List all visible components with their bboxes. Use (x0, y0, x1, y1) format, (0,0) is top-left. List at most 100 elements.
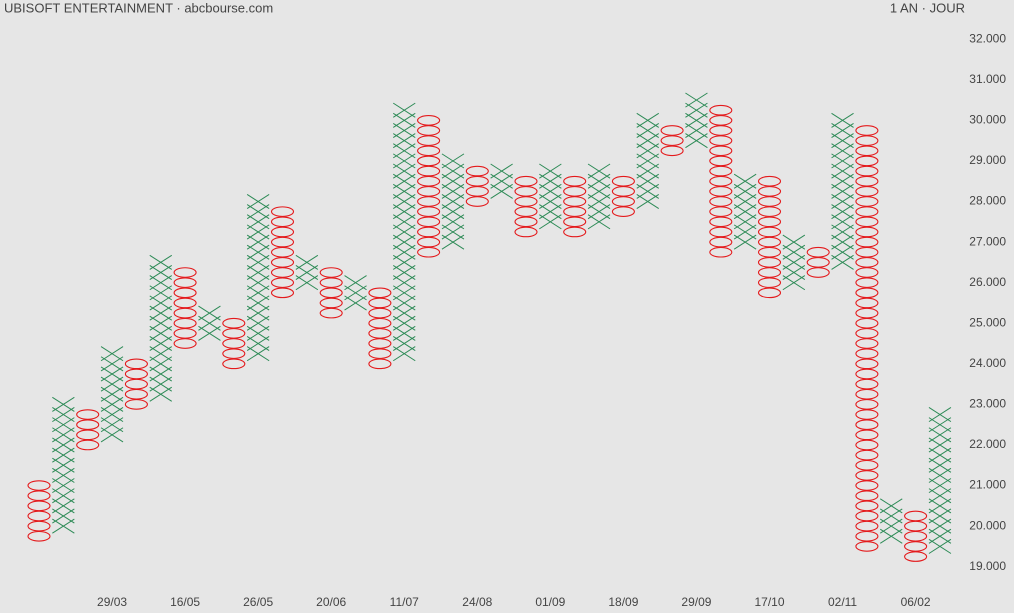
x-column (928, 407, 952, 554)
x-box (782, 244, 806, 260)
x-box (392, 244, 416, 260)
x-box (246, 224, 270, 240)
x-column (685, 92, 708, 149)
o-box (709, 125, 733, 136)
o-box (855, 470, 879, 481)
x-box (295, 275, 319, 291)
y-tick-label: 28.000 (969, 194, 1006, 208)
o-column (514, 175, 538, 238)
x-box (928, 498, 952, 514)
x-box (831, 143, 854, 159)
x-box (149, 295, 173, 311)
x-box (295, 265, 319, 281)
x-box (782, 234, 806, 250)
x-box (392, 254, 416, 270)
x-box (149, 315, 173, 331)
o-box (173, 328, 197, 339)
o-box (757, 257, 782, 268)
o-box (855, 145, 879, 157)
o-box (465, 196, 489, 207)
x-box (392, 285, 416, 301)
x-box (441, 173, 465, 189)
o-box (514, 175, 538, 187)
x-column (831, 112, 854, 270)
o-column (563, 175, 587, 238)
o-box (270, 236, 295, 248)
x-box (587, 163, 611, 179)
x-box (100, 407, 124, 423)
x-box (441, 153, 465, 169)
o-box (417, 206, 441, 217)
x-box (587, 194, 611, 210)
x-box (441, 224, 465, 240)
x-column (636, 112, 660, 210)
o-box (855, 175, 879, 187)
o-box (417, 145, 441, 157)
o-box (855, 287, 879, 299)
o-box (709, 186, 733, 197)
o-box (27, 530, 51, 542)
x-box (246, 305, 270, 321)
o-box (319, 277, 343, 288)
o-box (563, 206, 587, 217)
x-box (685, 123, 708, 138)
x-box (392, 214, 416, 230)
o-box (855, 246, 879, 258)
x-box (490, 163, 513, 179)
x-tick-label: 26/05 (243, 595, 273, 609)
x-box (52, 447, 75, 463)
x-box (246, 244, 270, 260)
x-box (392, 336, 416, 352)
x-column (782, 234, 806, 291)
o-box (855, 297, 879, 309)
o-box (611, 196, 635, 207)
o-box (855, 429, 879, 441)
o-box (855, 399, 879, 410)
x-box (344, 285, 367, 301)
o-box (855, 358, 879, 370)
x-column (52, 396, 75, 534)
o-column (904, 510, 928, 562)
x-box (149, 376, 173, 392)
o-box (806, 267, 830, 278)
o-box (757, 236, 782, 248)
o-column (709, 104, 733, 258)
o-box (855, 409, 879, 420)
o-box (173, 287, 197, 299)
x-tick-label: 16/05 (170, 595, 200, 609)
x-column (246, 194, 270, 362)
o-box (368, 358, 392, 370)
x-box (685, 102, 708, 118)
o-box (124, 358, 148, 370)
x-box (441, 194, 465, 210)
o-box (417, 125, 441, 136)
o-box (806, 246, 830, 258)
x-box (52, 437, 75, 453)
o-box (270, 226, 295, 238)
o-box (465, 186, 489, 197)
o-box (563, 186, 587, 197)
o-column (27, 480, 51, 542)
o-box (709, 115, 733, 126)
x-box (100, 386, 124, 402)
o-box (904, 510, 928, 522)
o-box (563, 226, 587, 238)
y-tick-label: 21.000 (969, 478, 1006, 492)
o-column (611, 175, 635, 217)
o-box (757, 267, 782, 278)
x-box (636, 163, 660, 179)
x-box (392, 194, 416, 210)
o-box (368, 297, 392, 309)
o-box (368, 317, 392, 329)
o-box (417, 216, 441, 228)
o-box (855, 328, 879, 339)
o-box (855, 449, 879, 461)
x-box (928, 457, 952, 473)
x-box (198, 325, 221, 341)
x-box (392, 102, 416, 118)
x-box (831, 224, 854, 240)
x-box (52, 396, 75, 412)
o-box (709, 135, 733, 146)
